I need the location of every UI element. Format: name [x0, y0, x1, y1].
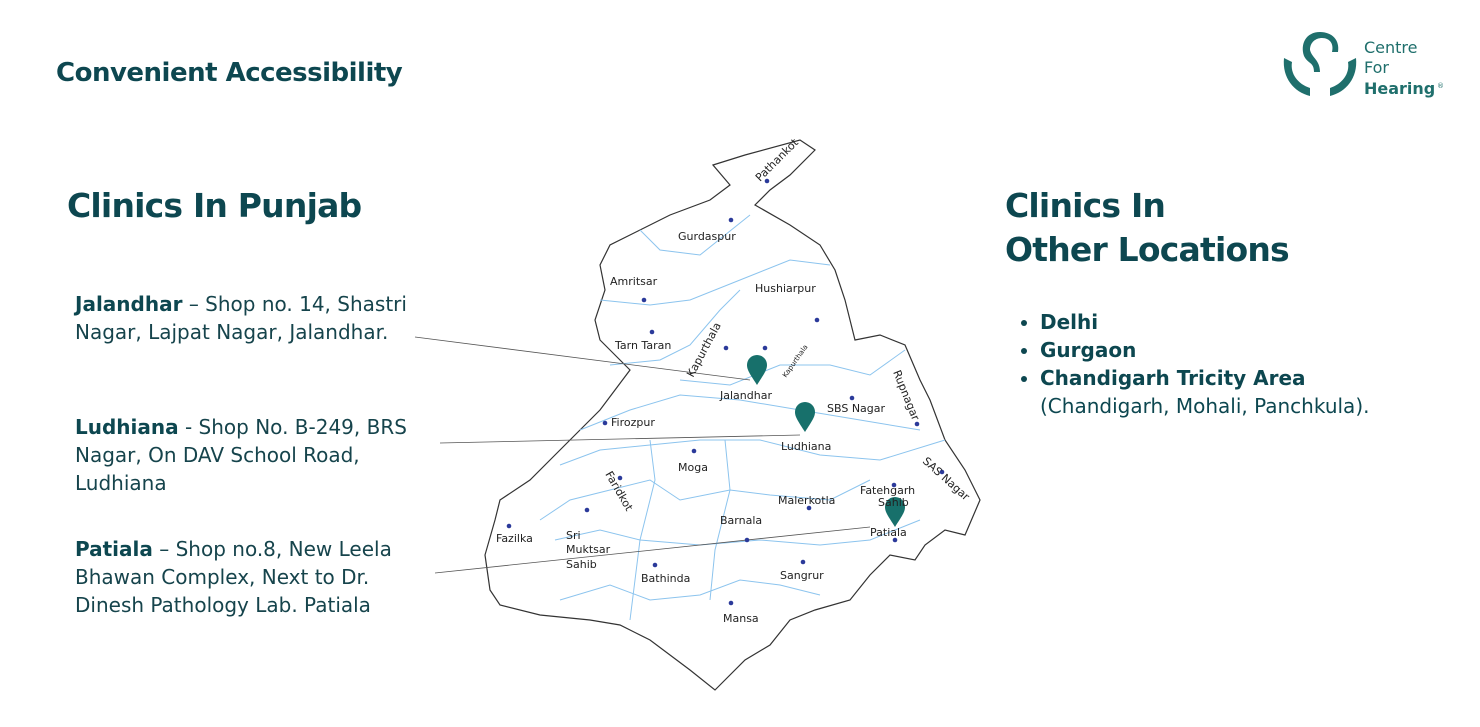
district-label: Moga [678, 461, 708, 474]
district-label: Sri [566, 529, 581, 542]
clinic-name: Jalandhar [75, 292, 183, 316]
section-title: Clinics In Punjab [67, 186, 362, 225]
logo-line: Hearing [1364, 79, 1435, 98]
clinic-name: Patiala [75, 537, 153, 561]
district-label: Fazilka [496, 532, 533, 545]
list: Delhi Gurgaon Chandigarh Tricity Area [1006, 308, 1369, 392]
location: Chandigarh Tricity Area [1040, 364, 1369, 392]
logo-line: Centre [1364, 38, 1418, 57]
district-label: Firozpur [611, 416, 655, 429]
logo-icon [1283, 32, 1357, 96]
state-outline [484, 139, 981, 691]
connectors [414, 336, 871, 574]
district-label: Muktsar [566, 543, 611, 556]
clinic-address: – Shop no. 14, Shastri Nagar, Lajpat Nag… [75, 292, 407, 344]
district-label: Fatehgarh [860, 484, 915, 497]
connector [439, 434, 801, 444]
district-label: Patiala [870, 526, 907, 539]
location: Delhi [1040, 308, 1369, 336]
clinic-address: – Shop no.8, New Leela Bhawan Complex, N… [75, 537, 392, 617]
connector [434, 526, 871, 574]
logo: Centre For Hearing ® [1283, 32, 1444, 98]
district-label: Mansa [723, 612, 759, 625]
district-dots [506, 178, 945, 606]
clinic-address: - Shop No. B-249, BRS Nagar, On DAV Scho… [75, 415, 407, 495]
district-label: Sahib [566, 558, 597, 571]
clinic: Ludhiana - Shop No. B-249, BRS Nagar, On… [75, 413, 435, 497]
district-label: Hushiarpur [755, 282, 816, 295]
district-label: Sangrur [780, 569, 824, 582]
title-line: Clinics In [1005, 186, 1166, 225]
district-label: Gurdaspur [678, 230, 736, 243]
location-note: (Chandigarh, Mohali, Panchkula). [1040, 394, 1370, 418]
clinic: Jalandhar – Shop no. 14, Shastri Nagar, … [75, 290, 435, 346]
clinic: Patiala – Shop no.8, New Leela Bhawan Co… [75, 535, 435, 619]
logo-mark: ® [1437, 82, 1444, 90]
district-label: Ludhiana [781, 440, 831, 453]
district-label: Barnala [720, 514, 762, 527]
district-label: Sahib [878, 496, 909, 509]
location-list: Delhi Gurgaon Chandigarh Tricity Area (C… [1006, 308, 1369, 420]
district-label: Amritsar [610, 275, 658, 288]
title-line: Other Locations [1005, 230, 1290, 269]
district-borders [539, 214, 946, 621]
page-title: Convenient Accessibility [56, 58, 403, 88]
pin [885, 497, 905, 527]
district-label: SBS Nagar [827, 402, 886, 415]
logo-line: For [1364, 58, 1389, 77]
district-label: Tarn Taran [614, 339, 671, 352]
district-label: Jalandhar [719, 389, 772, 402]
pin [795, 402, 815, 432]
clinic-pins [747, 355, 905, 527]
section-title: Clinics In Other Locations [1005, 184, 1290, 272]
pin [747, 355, 767, 385]
district-label: Bathinda [641, 572, 690, 585]
district-label: Malerkotla [778, 494, 835, 507]
location: Gurgaon [1040, 336, 1369, 364]
clinic-name: Ludhiana [75, 415, 179, 439]
connector [414, 336, 751, 381]
